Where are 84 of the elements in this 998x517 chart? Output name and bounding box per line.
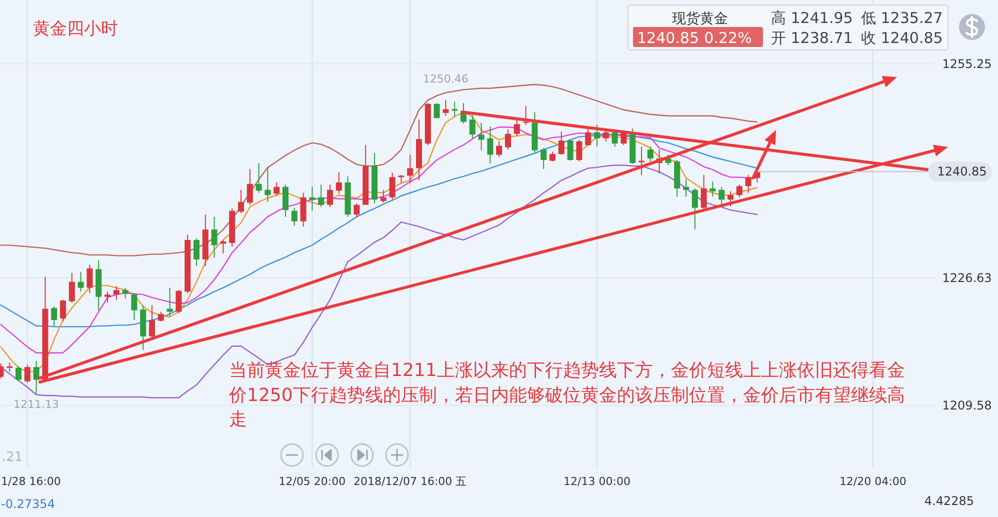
candlestick <box>736 184 742 198</box>
candlestick <box>647 146 654 162</box>
ref-line-label: 1240.85 <box>937 164 987 179</box>
x-tick-label: 12/13 00:00 <box>564 475 630 488</box>
annotation: 低 1235.27 <box>861 9 943 27</box>
candlestick <box>478 122 484 151</box>
annotation: 现货黄金 <box>672 11 728 27</box>
candlestick <box>434 102 440 119</box>
x-tick-label: 12/05 20:00 <box>278 475 346 488</box>
candlestick <box>318 184 324 208</box>
candlestick <box>550 151 556 162</box>
annotation: 1211.13 <box>14 398 60 411</box>
candlestick <box>86 264 93 294</box>
candlestick <box>407 154 414 184</box>
candlestick <box>692 188 698 230</box>
candlestick <box>68 272 75 304</box>
candlestick <box>558 131 564 156</box>
candlestick <box>380 189 386 204</box>
candlestick <box>176 290 182 314</box>
x-tick-label: 2018/12/07 16:00 五 <box>354 475 467 488</box>
candlestick <box>104 291 110 304</box>
annotation: 高 1241.95 <box>771 9 853 27</box>
text: 4.42285 <box>924 494 974 508</box>
y-tick-label: 1255.25 <box>942 56 992 71</box>
candlestick <box>158 311 164 322</box>
candlestick <box>246 168 253 206</box>
annotation: 收 1240.85 <box>861 29 943 47</box>
candlestick <box>389 172 396 200</box>
candlestick <box>194 238 200 267</box>
candlestick <box>24 364 30 384</box>
candlestick <box>576 139 582 162</box>
candlestick <box>256 162 262 194</box>
candlestick <box>300 192 306 228</box>
text: -0.27354 <box>1 497 55 511</box>
candlestick <box>33 360 40 394</box>
candlestick <box>487 126 494 164</box>
candlestick <box>113 286 120 300</box>
candlestick <box>442 99 449 116</box>
annotation: 当前黄金位于黄金自1211上涨以来的下行趋势线下方，金价短线上上涨依旧还得看金价1250下行趋势线的压制，若日内能够破位黄金的该压制位置，金价后市有望继续高走 <box>229 359 906 432</box>
candlestick <box>291 207 298 226</box>
annotation: 1250.46 <box>422 72 468 86</box>
candlestick <box>638 146 644 176</box>
annotation: 0.22% <box>704 29 752 47</box>
candlestick <box>728 190 734 207</box>
candlestick <box>211 216 218 258</box>
candlestick <box>51 306 58 326</box>
candlestick <box>122 287 128 299</box>
candlestick <box>683 178 689 198</box>
candlestick <box>354 202 360 218</box>
y-tick-label: 1209.58 <box>942 398 992 412</box>
candlestick <box>496 140 502 158</box>
candlestick <box>594 124 600 148</box>
candlestick <box>327 184 333 208</box>
annotation: .21 <box>2 450 23 465</box>
candlestick <box>264 166 271 202</box>
candlestick <box>452 101 458 118</box>
x-tick-label: 1/28 16:00 <box>1 475 61 488</box>
y-tick-label: 1226.63 <box>942 270 992 285</box>
candlestick <box>282 184 288 218</box>
candlestick <box>585 128 592 146</box>
candlestick <box>540 148 547 170</box>
candlestick <box>336 171 342 194</box>
candlestick <box>700 174 707 211</box>
candlestick <box>514 119 520 137</box>
candlestick <box>567 139 574 162</box>
candlestick <box>718 186 725 207</box>
candlestick <box>166 287 173 317</box>
annotation: 开 1238.71 <box>771 29 853 47</box>
candlestick <box>522 106 529 126</box>
candlestick <box>238 189 244 214</box>
candlestick <box>469 114 476 139</box>
candlestick <box>505 128 511 150</box>
candlestick <box>710 181 716 198</box>
text: 黄金四小时 <box>33 19 118 39</box>
candlestick <box>274 182 280 196</box>
candlestick <box>602 130 609 142</box>
candlestick <box>745 174 752 194</box>
candlestick <box>16 366 22 382</box>
candlestick <box>131 292 138 320</box>
annotation: 1240.85 <box>636 29 700 47</box>
candlestick <box>149 304 155 338</box>
candlestick <box>60 299 66 322</box>
candlestick <box>78 272 84 292</box>
x-tick-label: 12/20 04:00 <box>839 475 906 488</box>
